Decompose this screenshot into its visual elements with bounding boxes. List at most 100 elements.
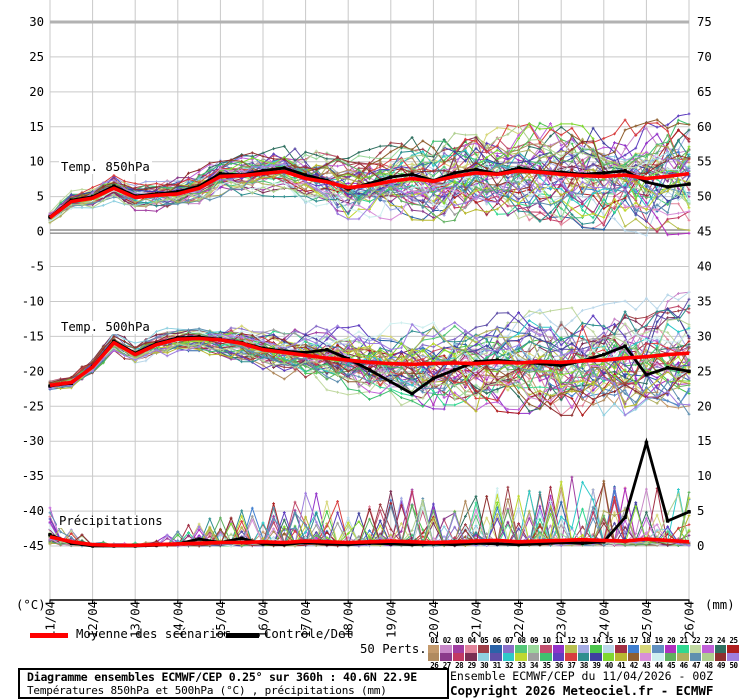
- pert-number: 02: [442, 636, 452, 645]
- control-line-swatch: [226, 633, 259, 638]
- y-axis-tick-left: -40: [22, 504, 44, 518]
- pert-number: 29: [467, 661, 477, 670]
- y-axis-tick-right: 55: [697, 155, 712, 169]
- pert-number: 04: [467, 636, 477, 645]
- pert-number: 43: [642, 661, 651, 670]
- y-axis-tick-right: 35: [697, 294, 712, 308]
- pert-swatch: [552, 645, 565, 653]
- legend-mean-label: Moyenne des scénarios: [76, 627, 232, 641]
- y-axis-tick-left: 10: [29, 155, 44, 169]
- pert-number: 09: [529, 636, 539, 645]
- pert-number: 23: [704, 636, 714, 645]
- y-axis-tick-right: 5: [697, 504, 704, 518]
- pert-swatch: [627, 645, 639, 653]
- pert-number: 38: [579, 661, 589, 670]
- ensemble-member-line: [48, 123, 691, 220]
- pert-number: 06: [492, 636, 502, 645]
- pert-number: 01: [430, 636, 439, 645]
- pert-swatch: [540, 645, 552, 653]
- pert-number: 45: [667, 661, 676, 670]
- y-axis-tick-right: 65: [697, 85, 712, 99]
- pert-number: 14: [592, 636, 601, 645]
- pert-number: 27: [442, 661, 452, 670]
- pert-swatch: [702, 645, 714, 653]
- pert-number: 22: [692, 636, 701, 645]
- y-axis-tick-right: 15: [697, 434, 712, 448]
- pert-swatch: [590, 645, 602, 653]
- y-axis-tick-left: -25: [22, 399, 44, 413]
- pert-number: 36: [554, 661, 564, 670]
- y-axis-tick-right: 50: [697, 190, 712, 204]
- pert-swatch: [527, 645, 540, 653]
- y-axis-tick-right: 25: [697, 364, 712, 378]
- mean-line-swatch: [30, 633, 68, 638]
- pert-number: 05: [480, 636, 489, 645]
- pert-number: 34: [529, 661, 539, 670]
- pert-number: 24: [717, 636, 726, 645]
- pert-swatch: [577, 653, 590, 661]
- x-axis-tick-label: 25/04: [640, 601, 654, 638]
- y-axis-tick-left: -15: [22, 329, 44, 343]
- pert-swatch: [652, 645, 664, 653]
- pert-number: 35: [542, 661, 551, 670]
- y-axis-tick-left: -30: [22, 434, 44, 448]
- pert-number: 33: [517, 661, 527, 670]
- x-axis-tick-label: 20/04: [427, 601, 441, 638]
- x-axis-tick-label: 22/04: [512, 601, 526, 638]
- pert-swatch: [714, 645, 727, 653]
- mean-line: [49, 535, 690, 548]
- pert-number: 25: [729, 636, 738, 645]
- diagram-title: Diagramme ensembles ECMWF/CEP 0.25° sur …: [27, 670, 417, 684]
- pert-swatch: [615, 645, 627, 653]
- pert-swatch: [689, 645, 702, 653]
- x-axis-tick-label: 23/04: [555, 601, 569, 638]
- pert-swatch: [565, 645, 577, 653]
- pert-swatch: [428, 645, 440, 653]
- x-axis-tick-label: 11/04: [44, 601, 58, 638]
- pert-swatch: [677, 653, 689, 661]
- pert-swatch: [440, 653, 452, 661]
- pert-swatch: [452, 645, 465, 653]
- pert-number: 32: [505, 661, 514, 670]
- pert-number: 26: [430, 661, 439, 670]
- y-axis-tick-right: 0: [697, 539, 704, 553]
- pert-swatch: [565, 653, 577, 661]
- mean-line: [49, 336, 690, 388]
- y-axis-tick-left: 20: [29, 85, 44, 99]
- x-axis-tick-label: 21/04: [470, 601, 484, 638]
- pert-number: 47: [692, 661, 701, 670]
- y-axis-tick-left: -5: [29, 260, 44, 274]
- y-axis-tick-left: -10: [22, 294, 44, 308]
- pert-number: 15: [604, 636, 614, 645]
- x-axis-tick-label: 24/04: [597, 601, 611, 638]
- y-axis-tick-left: 25: [29, 50, 44, 64]
- pert-number: 30: [480, 661, 489, 670]
- y-axis-tick-right: 30: [697, 329, 712, 343]
- pert-swatch: [515, 653, 527, 661]
- pert-swatch: [615, 653, 627, 661]
- pert-swatch: [515, 645, 527, 653]
- pert-number: 16: [617, 636, 626, 645]
- pert-number: 40: [604, 661, 614, 670]
- y-axis-tick-left: 5: [37, 190, 44, 204]
- chart-canvas: 302520151050-5-10-15-20-25-30-35-40-4575…: [22, 0, 712, 638]
- pert-swatch: [727, 645, 739, 653]
- pert-number: 20: [667, 636, 676, 645]
- pert-swatch: [502, 653, 515, 661]
- pert-number: 12: [567, 636, 576, 645]
- pert-swatch: [477, 645, 490, 653]
- pert-swatch: [664, 653, 677, 661]
- pert-swatch: [714, 653, 727, 661]
- x-axis-tick-label: 16/04: [257, 601, 271, 638]
- pert-number: 21: [679, 636, 689, 645]
- y-axis-tick-right: 45: [697, 225, 712, 239]
- pert-swatch: [440, 645, 452, 653]
- mean-line: [48, 169, 690, 220]
- pert-swatch: [689, 653, 702, 661]
- pert-number: 13: [579, 636, 589, 645]
- pert-number: 28: [455, 661, 464, 670]
- x-axis-tick-label: 19/04: [384, 601, 398, 638]
- y-axis-tick-right: 40: [697, 260, 712, 274]
- pert-number: 49: [717, 661, 726, 670]
- pert-swatch: [577, 645, 590, 653]
